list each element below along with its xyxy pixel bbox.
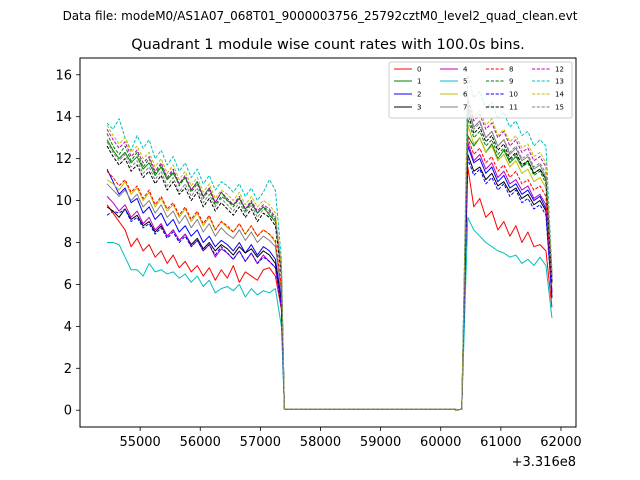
y-tick-label: 10 — [55, 194, 72, 209]
legend-label-3: 3 — [417, 104, 421, 112]
legend-label-7: 7 — [463, 104, 467, 112]
x-tick-label: 62000 — [540, 435, 581, 450]
legend-label-6: 6 — [463, 91, 468, 99]
series-layer — [106, 74, 553, 411]
series-line-11 — [106, 112, 553, 411]
y-tick-label: 6 — [64, 278, 72, 293]
x-tick-label: 57000 — [240, 435, 281, 450]
x-tick-label: 61000 — [480, 435, 521, 450]
legend-label-1: 1 — [417, 78, 421, 86]
y-tick-label: 0 — [64, 404, 72, 419]
plot-frame — [79, 57, 577, 428]
y-tick-label: 2 — [64, 362, 72, 377]
x-offset-label: +3.316e8 — [512, 455, 576, 470]
tick-marks — [76, 74, 562, 431]
y-tick-labels: 0 2 4 6 8 10 12 14 16 — [55, 68, 72, 418]
y-tick-label: 14 — [55, 110, 72, 125]
series-line-0 — [106, 166, 553, 411]
series-line-15 — [106, 107, 553, 411]
legend-box — [388, 61, 573, 119]
legend-label-0: 0 — [417, 66, 421, 74]
x-tick-label: 56000 — [180, 435, 221, 450]
x-tick-labels: 55000 56000 57000 58000 59000 60000 61000 62000 — [119, 435, 581, 450]
data-file-caption: Data file: modeM0/AS1A07_068T01_90000037… — [63, 9, 578, 23]
y-tick-label: 8 — [64, 236, 72, 251]
y-tick-label: 4 — [64, 320, 72, 335]
legend-label-15: 15 — [555, 104, 564, 112]
series-line-8 — [106, 137, 553, 411]
x-tick-label: 59000 — [360, 435, 401, 450]
series-line-10 — [106, 158, 553, 411]
chart-title: Quadrant 1 module wise count rates with … — [131, 37, 525, 53]
series-line-9 — [106, 118, 553, 411]
x-tick-label: 60000 — [420, 435, 461, 450]
series-line-3 — [106, 153, 553, 411]
x-tick-label: 58000 — [300, 435, 341, 450]
legend-label-10: 10 — [509, 91, 518, 99]
series-line-14 — [106, 95, 553, 411]
y-tick-label: 12 — [55, 152, 72, 167]
legend-label-12: 12 — [555, 66, 564, 74]
legend-label-8: 8 — [509, 66, 513, 74]
legend-label-14: 14 — [555, 91, 564, 99]
legend-label-5: 5 — [463, 78, 467, 86]
series-line-5 — [107, 216, 553, 411]
legend-label-4: 4 — [463, 66, 468, 74]
series-line-2 — [106, 145, 553, 411]
x-tick-label: 55000 — [119, 435, 160, 450]
y-tick-label: 16 — [55, 68, 72, 83]
legend-label-11: 11 — [509, 104, 518, 112]
legend-label-13: 13 — [555, 78, 564, 86]
legend-label-2: 2 — [417, 91, 421, 99]
legend-label-9: 9 — [509, 78, 513, 86]
series-line-12 — [106, 99, 553, 411]
